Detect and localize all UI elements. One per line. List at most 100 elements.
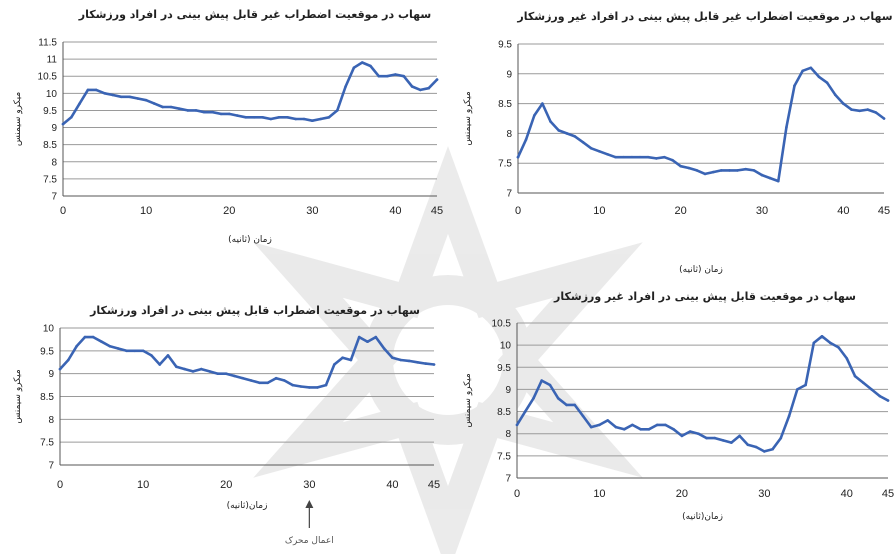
data-point (302, 117, 306, 121)
data-point (377, 74, 381, 78)
data-point (655, 157, 658, 160)
data-point (565, 403, 568, 407)
data-point (369, 64, 372, 68)
data-point (311, 119, 314, 122)
data-point (366, 340, 369, 344)
y-tick-label: 9 (505, 385, 511, 396)
x-tick-label: 45 (431, 205, 443, 217)
data-point (703, 172, 707, 176)
data-point (141, 349, 145, 353)
x-tick-label: 0 (515, 205, 521, 217)
data-point (186, 109, 189, 112)
data-point (746, 443, 750, 447)
y-tick-label: 7.5 (43, 174, 57, 185)
data-point (286, 116, 289, 119)
data-point (825, 81, 829, 84)
data-point (341, 356, 344, 360)
data-point (573, 135, 577, 138)
x-tick-label: 30 (306, 205, 318, 217)
data-point (614, 155, 617, 159)
data-point (589, 425, 593, 429)
data-point (219, 112, 223, 116)
data-point (688, 430, 692, 433)
data-point (705, 436, 708, 440)
data-point (416, 361, 419, 364)
data-point (565, 132, 569, 135)
y-tick-label: 8 (51, 157, 57, 168)
data-point (598, 423, 601, 427)
y-tick-label: 8 (506, 129, 512, 140)
data-point (183, 367, 186, 371)
data-point (116, 347, 120, 350)
data-point (108, 345, 112, 348)
data-point (208, 370, 211, 373)
y-tick-label: 7 (505, 474, 511, 485)
data-point (125, 349, 128, 353)
x-tick-label: 45 (882, 488, 894, 500)
data-point (679, 164, 682, 168)
data-point (333, 363, 336, 366)
data-point (548, 383, 552, 387)
data-point (402, 74, 406, 78)
data-point (549, 120, 552, 123)
x-tick-label: 10 (593, 205, 605, 217)
data-point (663, 155, 666, 159)
data-point (768, 176, 772, 180)
data-point (837, 346, 840, 349)
y-tick-label: 9 (51, 123, 57, 134)
x-tick-label: 20 (676, 488, 688, 500)
data-point (646, 155, 650, 159)
series-line (58, 335, 436, 389)
y-tick-label: 7 (506, 189, 512, 200)
y-tick-label: 10.5 (492, 319, 512, 330)
x-tick-label: 0 (57, 479, 63, 491)
x-tick-label: 20 (223, 205, 235, 217)
data-point (581, 414, 585, 418)
data-point (344, 85, 347, 88)
data-point (70, 116, 73, 119)
y-tick-label: 8 (48, 415, 54, 426)
data-point (211, 110, 214, 114)
data-point (785, 126, 788, 129)
data-point (161, 105, 164, 109)
x-tick-label: 40 (841, 488, 853, 500)
x-tick-label: 30 (758, 488, 770, 500)
y-tick-label: 10.5 (38, 72, 58, 83)
data-point (150, 354, 153, 357)
y-tick-label: 7 (48, 461, 54, 472)
data-point (812, 341, 816, 345)
data-point (882, 117, 886, 120)
data-point (720, 169, 723, 172)
data-point (336, 109, 339, 112)
data-point (158, 363, 161, 366)
data-point (291, 383, 295, 387)
chart-title: سهاب در موقعیت اضطراب غیر قابل پیش بینی … (516, 10, 892, 23)
data-point (787, 414, 791, 418)
chart-title: سهاب در موقعیت قابل پیش بینی در افراد غی… (553, 290, 856, 303)
data-point (216, 372, 220, 376)
data-point (58, 367, 62, 371)
data-point (169, 105, 173, 109)
data-point (407, 359, 411, 363)
y-axis-label: میکرو سیمنس (463, 373, 473, 428)
chart-3: سهاب در موقعیت اضطراب قابل پیش بینی در ا… (13, 304, 440, 546)
chart-2: سهاب در موقعیت اضطراب غیر قابل پیش بینی … (463, 10, 893, 275)
data-point (83, 335, 87, 339)
data-point (842, 102, 845, 105)
data-point (672, 428, 675, 431)
data-point (622, 155, 625, 159)
x-tick-label: 45 (878, 205, 890, 217)
data-point (224, 372, 228, 376)
data-point (283, 379, 286, 382)
data-point (817, 75, 821, 79)
x-axis-label: زمان(ثانیه) (227, 501, 268, 511)
y-tick-label: 9.5 (43, 106, 57, 117)
data-point (779, 436, 783, 440)
data-point (777, 179, 780, 183)
data-point (829, 341, 832, 345)
data-point (878, 394, 882, 398)
data-point (680, 434, 684, 438)
data-point (352, 66, 356, 69)
x-tick-label: 0 (514, 488, 520, 500)
data-point (754, 445, 758, 449)
